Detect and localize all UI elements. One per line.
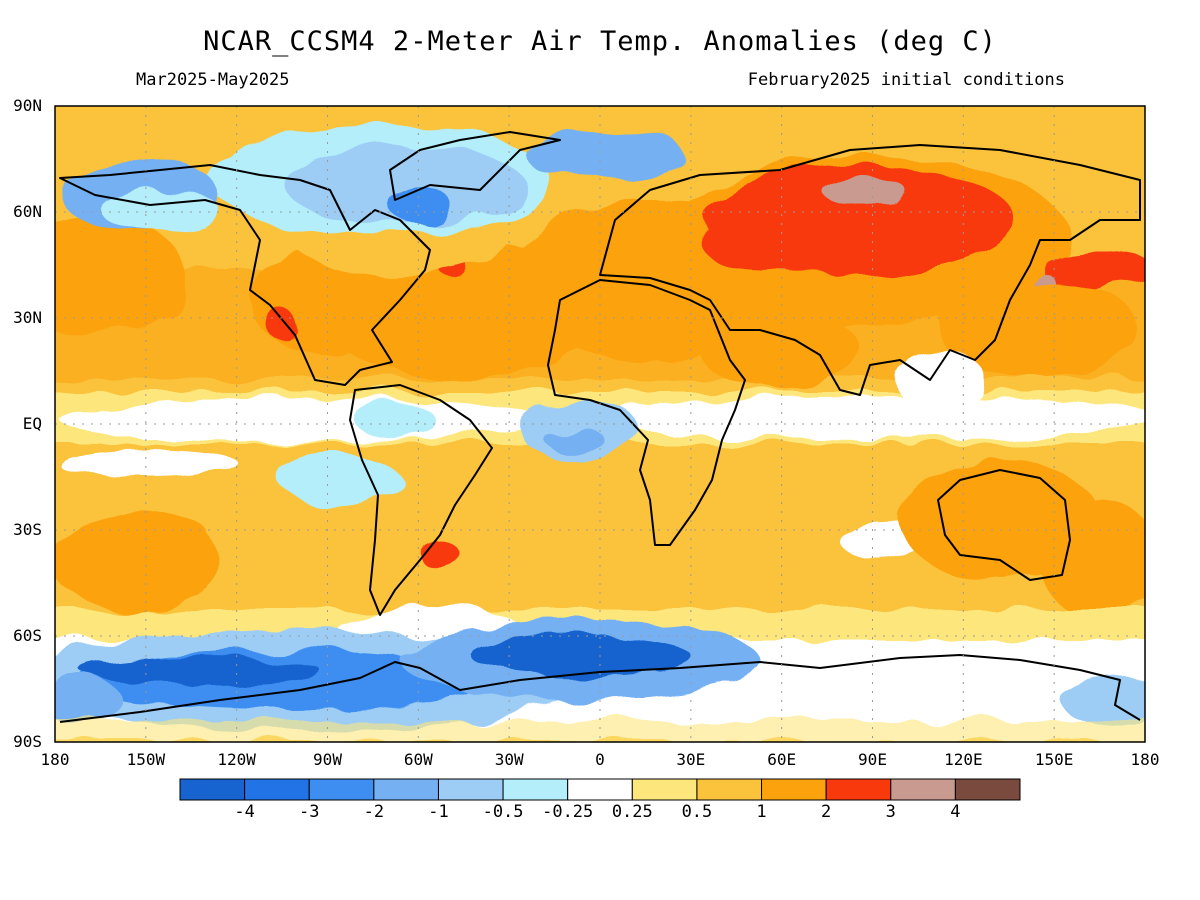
colorbar-label: -1 bbox=[428, 802, 449, 822]
colorbar-swatch bbox=[825, 778, 892, 801]
colorbar-swatch bbox=[373, 778, 439, 801]
colorbar-label: 0.25 bbox=[611, 802, 653, 822]
map-frame bbox=[54, 105, 1146, 743]
lon-label: 60E bbox=[767, 750, 797, 769]
colorbar-label: -0.25 bbox=[542, 802, 594, 822]
colorbar-label: 2 bbox=[821, 802, 832, 822]
colorbar-label: 0.5 bbox=[681, 802, 713, 822]
coast-greenland bbox=[389, 131, 561, 201]
lon-label: 90E bbox=[858, 750, 887, 769]
lon-label: 120W bbox=[217, 750, 256, 769]
lat-label: 30N bbox=[13, 308, 42, 327]
colorbar-label: -2 bbox=[363, 802, 385, 822]
graticule bbox=[55, 106, 1145, 742]
colorbar-label: -4 bbox=[234, 802, 255, 822]
colorbar bbox=[179, 778, 1021, 801]
lat-label: 60N bbox=[13, 202, 42, 221]
colorbar-swatch bbox=[567, 778, 633, 801]
coast-eurasia bbox=[599, 144, 1141, 396]
initial-conditions: February2025 initial conditions bbox=[747, 70, 1065, 90]
lon-label: 180 bbox=[1130, 750, 1160, 769]
colorbar-label: 4 bbox=[950, 802, 961, 822]
lat-label: 90N bbox=[13, 96, 42, 115]
coast-north-america bbox=[59, 164, 431, 386]
colorbar-swatch bbox=[631, 778, 698, 801]
colorbar-swatch bbox=[437, 778, 504, 801]
colorbar-swatch bbox=[696, 778, 763, 801]
lon-label: 30E bbox=[676, 750, 706, 769]
lon-label: 150E bbox=[1034, 750, 1074, 769]
coast-australia bbox=[937, 469, 1071, 581]
colorbar-label: -0.5 bbox=[482, 802, 524, 822]
coastlines bbox=[59, 131, 1141, 723]
lon-label: 0 bbox=[595, 750, 605, 769]
colorbar-label: 1 bbox=[756, 802, 767, 822]
lat-label: 90S bbox=[13, 732, 42, 751]
lat-label: 60S bbox=[13, 626, 42, 645]
lon-label: 30W bbox=[494, 750, 524, 769]
coast-antarctica bbox=[59, 654, 1141, 723]
colorbar-label: 3 bbox=[885, 802, 896, 822]
lon-label: 90W bbox=[313, 750, 342, 769]
lat-label: EQ bbox=[22, 414, 42, 433]
colorbar-swatch bbox=[761, 778, 827, 801]
lon-label: 150W bbox=[126, 750, 166, 769]
lon-label: 120E bbox=[944, 750, 983, 769]
colorbar-label: -3 bbox=[298, 802, 320, 822]
colorbar-swatch bbox=[954, 778, 1021, 801]
colorbar-swatch bbox=[244, 778, 310, 801]
colorbar-swatch bbox=[890, 778, 956, 801]
lon-label: 180 bbox=[40, 750, 70, 769]
anomaly-field bbox=[55, 106, 1145, 742]
coast-africa bbox=[547, 279, 746, 546]
map-title: NCAR_CCSM4 2-Meter Air Temp. Anomalies (… bbox=[203, 26, 997, 57]
colorbar-swatch bbox=[179, 778, 246, 801]
lat-label: 30S bbox=[13, 520, 42, 539]
coast-south-america bbox=[349, 384, 493, 616]
colorbar-swatch bbox=[308, 778, 375, 801]
colorbar-swatch bbox=[502, 778, 569, 801]
lon-label: 60W bbox=[403, 750, 433, 769]
forecast-period: Mar2025-May2025 bbox=[136, 70, 290, 90]
